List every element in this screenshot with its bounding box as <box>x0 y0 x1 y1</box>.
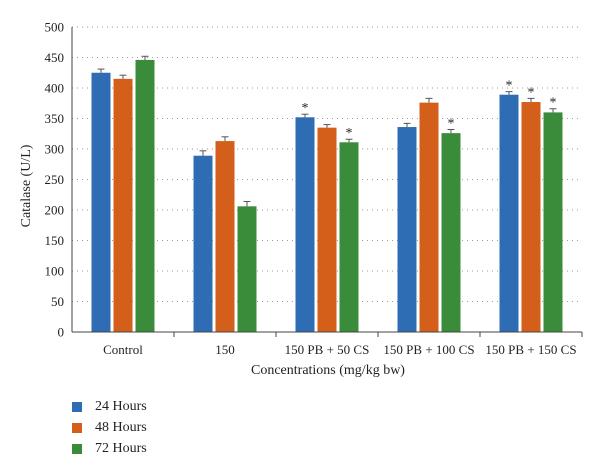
significance-marker: * <box>506 79 513 94</box>
x-tick-label: 150 PB + 100 CS <box>383 342 474 357</box>
bar <box>215 141 235 332</box>
y-tick-labels: 0 50 100 150 200 250 300 350 400 450 500 <box>45 20 65 340</box>
x-tick-label: 150 PB + 50 CS <box>285 342 370 357</box>
bar <box>397 127 417 332</box>
legend-item: 72 Hours <box>72 438 147 459</box>
bar <box>193 155 213 332</box>
bar <box>419 102 439 332</box>
bar <box>521 102 541 332</box>
x-tick-label: Control <box>103 342 143 357</box>
y-tick-label: 200 <box>45 203 65 218</box>
bar <box>339 142 359 332</box>
y-tick-label: 300 <box>45 142 65 157</box>
y-tick-label: 450 <box>45 50 65 65</box>
y-axis-label: Catalase (U/L) <box>19 144 34 227</box>
x-tick-label: 150 PB + 150 CS <box>485 342 576 357</box>
bars: * * * * * * <box>91 55 563 333</box>
y-tick-label: 0 <box>58 325 65 340</box>
legend-swatch <box>72 443 82 454</box>
bar <box>499 94 519 333</box>
bar <box>295 117 315 332</box>
y-tick-label: 500 <box>45 20 65 35</box>
legend-item: 48 Hours <box>72 417 147 438</box>
bar <box>317 127 337 333</box>
significance-marker: * <box>528 85 535 100</box>
bar <box>135 59 155 332</box>
legend-swatch <box>72 401 82 412</box>
legend-label: 72 Hours <box>95 440 147 456</box>
significance-marker: * <box>346 126 353 141</box>
bar <box>91 72 111 332</box>
y-tick-label: 100 <box>45 264 65 279</box>
y-tick-label: 150 <box>45 233 65 248</box>
significance-marker: * <box>550 96 557 111</box>
legend-label: 48 Hours <box>95 419 147 435</box>
y-tick-label: 250 <box>45 172 65 187</box>
legend-label: 24 Hours <box>95 398 147 414</box>
legend: 24 Hours 48 Hours 72 Hours <box>72 396 147 459</box>
legend-item: 24 Hours <box>72 396 147 417</box>
y-tick-label: 400 <box>45 81 65 96</box>
x-tick-labels: Control 150 150 PB + 50 CS 150 PB + 100 CS 1… <box>103 342 576 357</box>
bar <box>441 133 461 332</box>
significance-marker: * <box>448 116 455 131</box>
legend-swatch <box>72 422 82 433</box>
axes <box>71 27 583 337</box>
bar <box>543 112 563 333</box>
x-tick-label: 150 <box>215 342 235 357</box>
significance-marker: * <box>302 101 309 116</box>
bar <box>113 78 133 332</box>
x-axis-label: Concentrations (mg/kg bw) <box>251 363 405 378</box>
y-tick-label: 50 <box>51 294 64 309</box>
bar <box>237 206 257 332</box>
y-tick-label: 350 <box>45 111 65 126</box>
